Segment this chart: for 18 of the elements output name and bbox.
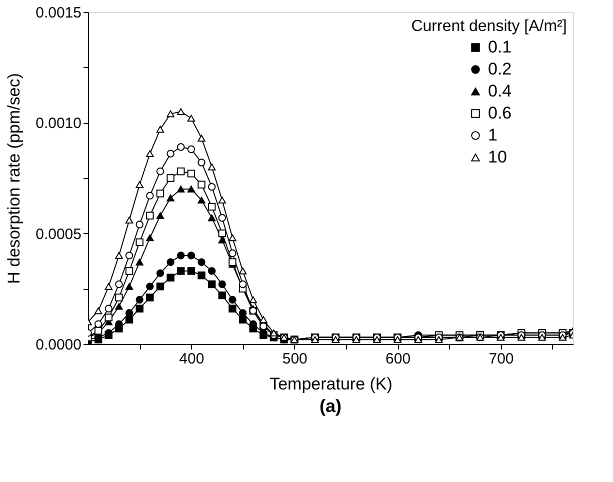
legend-label: 0.1 <box>488 38 512 56</box>
x-tick-label: 700 <box>488 350 514 368</box>
x-tick-label: 400 <box>179 350 204 368</box>
y-tick-label: 0.0015 <box>36 4 82 22</box>
legend-label: 0.6 <box>488 104 512 122</box>
legend-title: Current density [A/m²] <box>411 18 567 35</box>
y-tick-label: 0.0005 <box>36 226 82 243</box>
y-axis-title: H desorption rate (ppm/sec) <box>4 73 24 284</box>
legend-label: 1 <box>488 126 498 144</box>
legend-label: 10 <box>488 148 507 166</box>
legend-label: 0.4 <box>488 82 512 100</box>
text: (a) <box>320 396 342 416</box>
x-tick-label: 600 <box>386 350 411 368</box>
y-tick-label: 0.0000 <box>36 336 82 354</box>
x-tick-label: 500 <box>282 350 308 368</box>
legend-label: 0.2 <box>488 60 512 78</box>
x-axis-title: Temperature (K) <box>270 374 392 394</box>
y-tick-label: 0.0010 <box>36 115 82 132</box>
